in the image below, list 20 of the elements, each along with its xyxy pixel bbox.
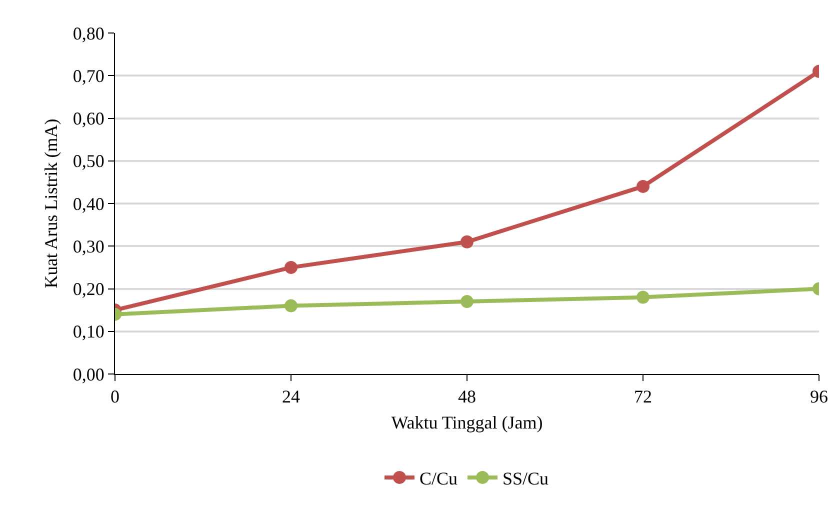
x-tick-label: 96: [810, 386, 828, 407]
y-tick-label: 0,40: [72, 194, 104, 214]
point: [460, 295, 474, 308]
legend-label: SS/Cu: [502, 468, 549, 488]
x-tick-label: 0: [110, 386, 120, 407]
point: [460, 235, 474, 248]
x-tick-label: 72: [634, 386, 652, 407]
y-tick-label: 0,50: [72, 151, 104, 172]
x-tick-label: 48: [458, 386, 476, 407]
y-tick-label: 0,60: [72, 108, 104, 129]
y-tick-label: 0,30: [72, 236, 104, 256]
y-tick-label: 0,00: [72, 364, 104, 384]
y-tick-label: 0,10: [72, 322, 104, 342]
y-axis-title: Kuat Arus Listrik (mA): [41, 118, 62, 288]
y-tick-label: 0,80: [72, 23, 104, 44]
legend-label: C/Cu: [420, 468, 458, 488]
y-tick-label: 0,20: [72, 279, 104, 300]
x-axis-title: Waktu Tinggal (Jam): [391, 412, 543, 433]
x-tick-label: 24: [282, 386, 300, 407]
y-tick-label: 0,70: [72, 66, 104, 86]
